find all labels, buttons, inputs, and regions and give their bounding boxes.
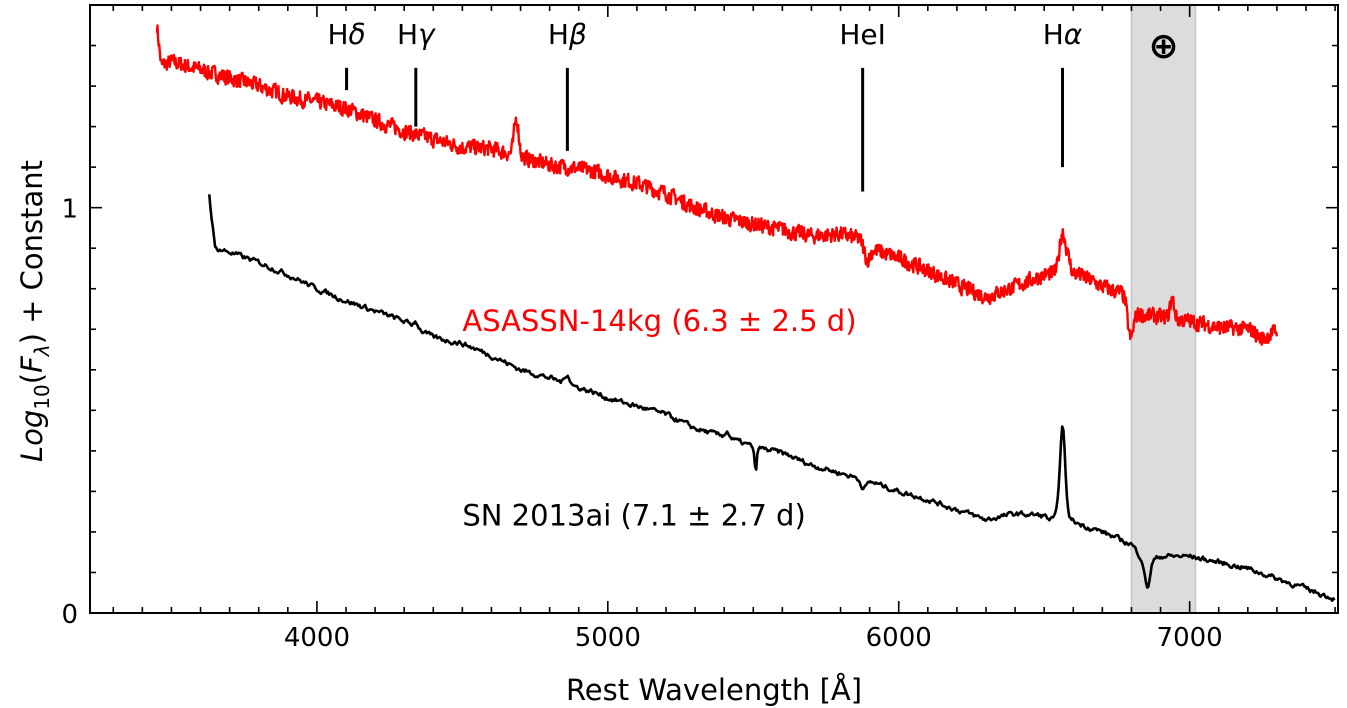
- line-label-text: H: [1043, 18, 1064, 51]
- line-label-hdelta: Hδ: [327, 18, 365, 51]
- y-tick-label: 0: [61, 600, 78, 630]
- series-layer: [155, 24, 1336, 602]
- line-label-hgamma: Hγ: [397, 18, 436, 51]
- x-tick-label: 7000: [1157, 623, 1223, 653]
- line-label-greek: δ: [349, 18, 366, 51]
- y-axis-label-open: (: [15, 373, 49, 384]
- y-axis-label-f: F: [15, 355, 49, 373]
- y-axis-label-close: ) + Constant: [15, 160, 49, 344]
- line-marker-layer: Hδ Hγ Hβ HeI Hα: [327, 18, 1083, 192]
- series-line-asassn-14kg: [155, 24, 1279, 346]
- y-axis-label-lambda: λ: [30, 344, 54, 357]
- y-axis-label-subscript: 10: [30, 384, 54, 409]
- telluric-band-layer: [1130, 4, 1197, 614]
- x-tick-label: 6000: [866, 623, 932, 653]
- x-axis-label: Rest Wavelength [Å]: [566, 673, 862, 707]
- line-label-text: HeI: [839, 18, 886, 51]
- telluric-symbol: ⊕: [1148, 26, 1178, 67]
- line-label-text: H: [397, 18, 418, 51]
- line-label-text: H: [548, 18, 569, 51]
- line-label-greek: β: [568, 18, 587, 51]
- line-label-hei: HeI: [839, 18, 886, 51]
- line-label-halpha: Hα: [1043, 18, 1083, 51]
- series-label-sn-2013ai: SN 2013ai (7.1 ± 2.7 d): [462, 499, 805, 533]
- line-label-text: H: [327, 18, 348, 51]
- y-axis-label-log: Log: [15, 410, 49, 462]
- tick-layer: 4000 5000 6000 7000 0 1: [61, 4, 1338, 653]
- series-line-sn-2013ai: [208, 194, 1336, 602]
- y-tick-label: 1: [61, 195, 78, 225]
- plot-frame: [89, 4, 1339, 614]
- x-tick-label: 4000: [284, 623, 350, 653]
- line-label-greek: γ: [418, 18, 436, 51]
- line-label-hbeta: Hβ: [548, 18, 587, 51]
- line-label-greek: α: [1064, 18, 1083, 51]
- telluric-band: [1130, 4, 1197, 614]
- x-tick-label: 5000: [575, 623, 641, 653]
- series-label-asassn-14kg: ASASSN-14kg (6.3 ± 2.5 d): [462, 304, 856, 338]
- y-axis-label: Log10(Fλ) + Constant: [15, 160, 54, 462]
